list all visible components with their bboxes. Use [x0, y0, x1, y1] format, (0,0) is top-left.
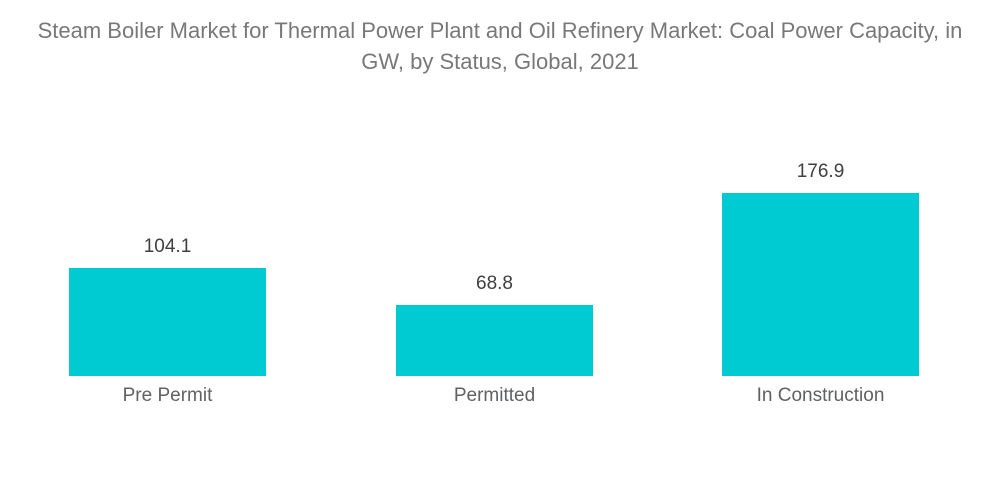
bar-group-pre-permit: 104.1 Pre Permit — [69, 236, 266, 405]
category-label-pre-permit: Pre Permit — [122, 385, 213, 406]
bar-group-permitted: 68.8 Permitted — [396, 273, 593, 405]
value-label-permitted: 68.8 — [476, 273, 513, 294]
category-label-permitted: Permitted — [453, 385, 536, 406]
value-label-in-construction: 176.9 — [796, 161, 845, 182]
value-label-pre-permit: 104.1 — [143, 236, 192, 257]
bar-group-in-construction: 176.9 In Construction — [722, 161, 919, 405]
bar-in-construction — [722, 193, 919, 376]
bar-pre-permit — [69, 268, 266, 376]
category-label-in-construction: In Construction — [756, 385, 885, 406]
chart-title: Steam Boiler Market for Thermal Power Pl… — [37, 18, 963, 74]
bar-permitted — [396, 305, 593, 376]
